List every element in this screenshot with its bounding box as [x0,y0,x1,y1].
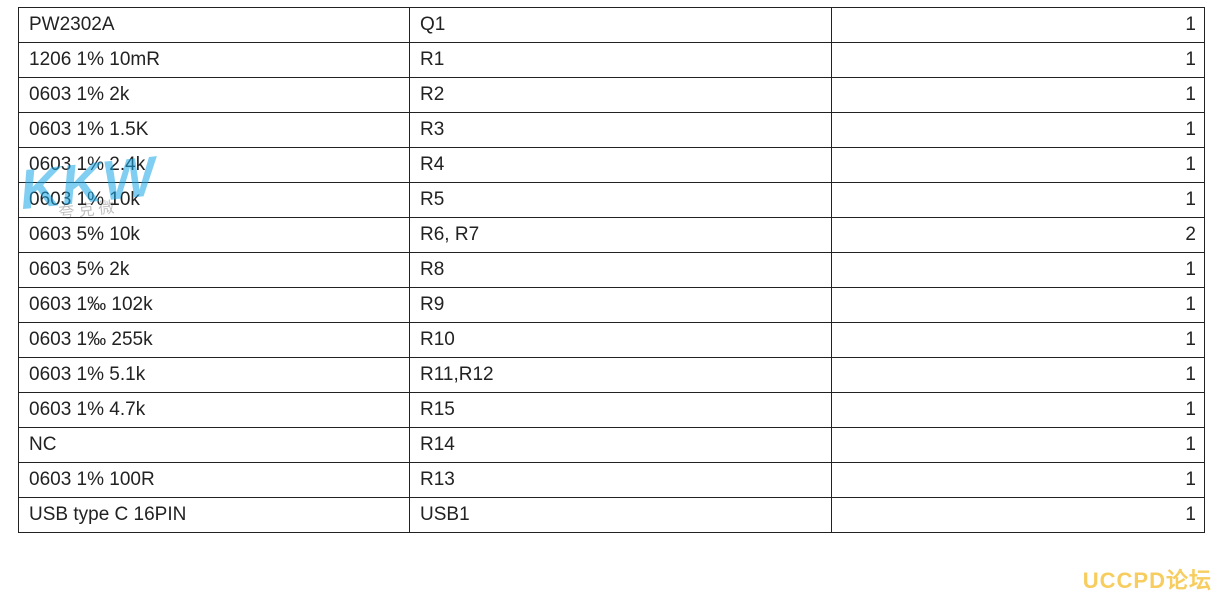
table-row: PW2302A Q1 1 [19,8,1205,43]
table-row: 0603 1% 2.4k R4 1 [19,148,1205,183]
cell-ref: R11,R12 [410,358,832,393]
cell-ref: R8 [410,253,832,288]
cell-part: 0603 1% 2.4k [19,148,410,183]
cell-qty: 1 [832,288,1205,323]
cell-ref: R1 [410,43,832,78]
cell-part: 0603 1‰ 102k [19,288,410,323]
cell-ref: R5 [410,183,832,218]
table-row: 0603 1‰ 255k R10 1 [19,323,1205,358]
table-row: 0603 1% 100R R13 1 [19,463,1205,498]
cell-part: 0603 1% 100R [19,463,410,498]
cell-qty: 1 [832,113,1205,148]
table-row: 0603 1% 10k R5 1 [19,183,1205,218]
cell-ref: R6, R7 [410,218,832,253]
cell-ref: R3 [410,113,832,148]
bom-table: PW2302A Q1 1 1206 1% 10mR R1 1 0603 1% 2… [18,7,1205,533]
watermark-uccpd: UCCPD论坛 [1083,563,1212,595]
table-row: NC R14 1 [19,428,1205,463]
cell-part: NC [19,428,410,463]
cell-qty: 1 [832,148,1205,183]
cell-qty: 2 [832,218,1205,253]
cell-ref: R13 [410,463,832,498]
cell-qty: 1 [832,78,1205,113]
cell-part: 0603 1‰ 255k [19,323,410,358]
table-row: USB type C 16PIN USB1 1 [19,498,1205,533]
cell-part: 0603 1% 5.1k [19,358,410,393]
cell-qty: 1 [832,358,1205,393]
cell-part: 0603 5% 2k [19,253,410,288]
cell-qty: 1 [832,463,1205,498]
cell-part: PW2302A [19,8,410,43]
cell-qty: 1 [832,183,1205,218]
table-row: 0603 1% 1.5K R3 1 [19,113,1205,148]
cell-ref: Q1 [410,8,832,43]
cell-part: USB type C 16PIN [19,498,410,533]
cell-qty: 1 [832,498,1205,533]
bom-tbody: PW2302A Q1 1 1206 1% 10mR R1 1 0603 1% 2… [19,8,1205,533]
table-row: 0603 1% 2k R2 1 [19,78,1205,113]
page: KKW 夸克微 PW2302A Q1 1 1206 1% 10mR R1 1 0… [0,0,1220,601]
cell-part: 1206 1% 10mR [19,43,410,78]
cell-qty: 1 [832,323,1205,358]
cell-ref: R9 [410,288,832,323]
cell-qty: 1 [832,253,1205,288]
cell-qty: 1 [832,393,1205,428]
cell-ref: R14 [410,428,832,463]
cell-ref: R4 [410,148,832,183]
cell-part: 0603 1% 4.7k [19,393,410,428]
cell-ref: R2 [410,78,832,113]
table-row: 0603 1% 4.7k R15 1 [19,393,1205,428]
cell-part: 0603 1% 1.5K [19,113,410,148]
table-row: 0603 5% 10k R6, R7 2 [19,218,1205,253]
table-row: 0603 5% 2k R8 1 [19,253,1205,288]
cell-ref: USB1 [410,498,832,533]
table-row: 1206 1% 10mR R1 1 [19,43,1205,78]
cell-part: 0603 1% 2k [19,78,410,113]
table-row: 0603 1% 5.1k R11,R12 1 [19,358,1205,393]
cell-qty: 1 [832,8,1205,43]
cell-qty: 1 [832,43,1205,78]
cell-qty: 1 [832,428,1205,463]
cell-ref: R10 [410,323,832,358]
cell-part: 0603 1% 10k [19,183,410,218]
cell-ref: R15 [410,393,832,428]
table-row: 0603 1‰ 102k R9 1 [19,288,1205,323]
cell-part: 0603 5% 10k [19,218,410,253]
